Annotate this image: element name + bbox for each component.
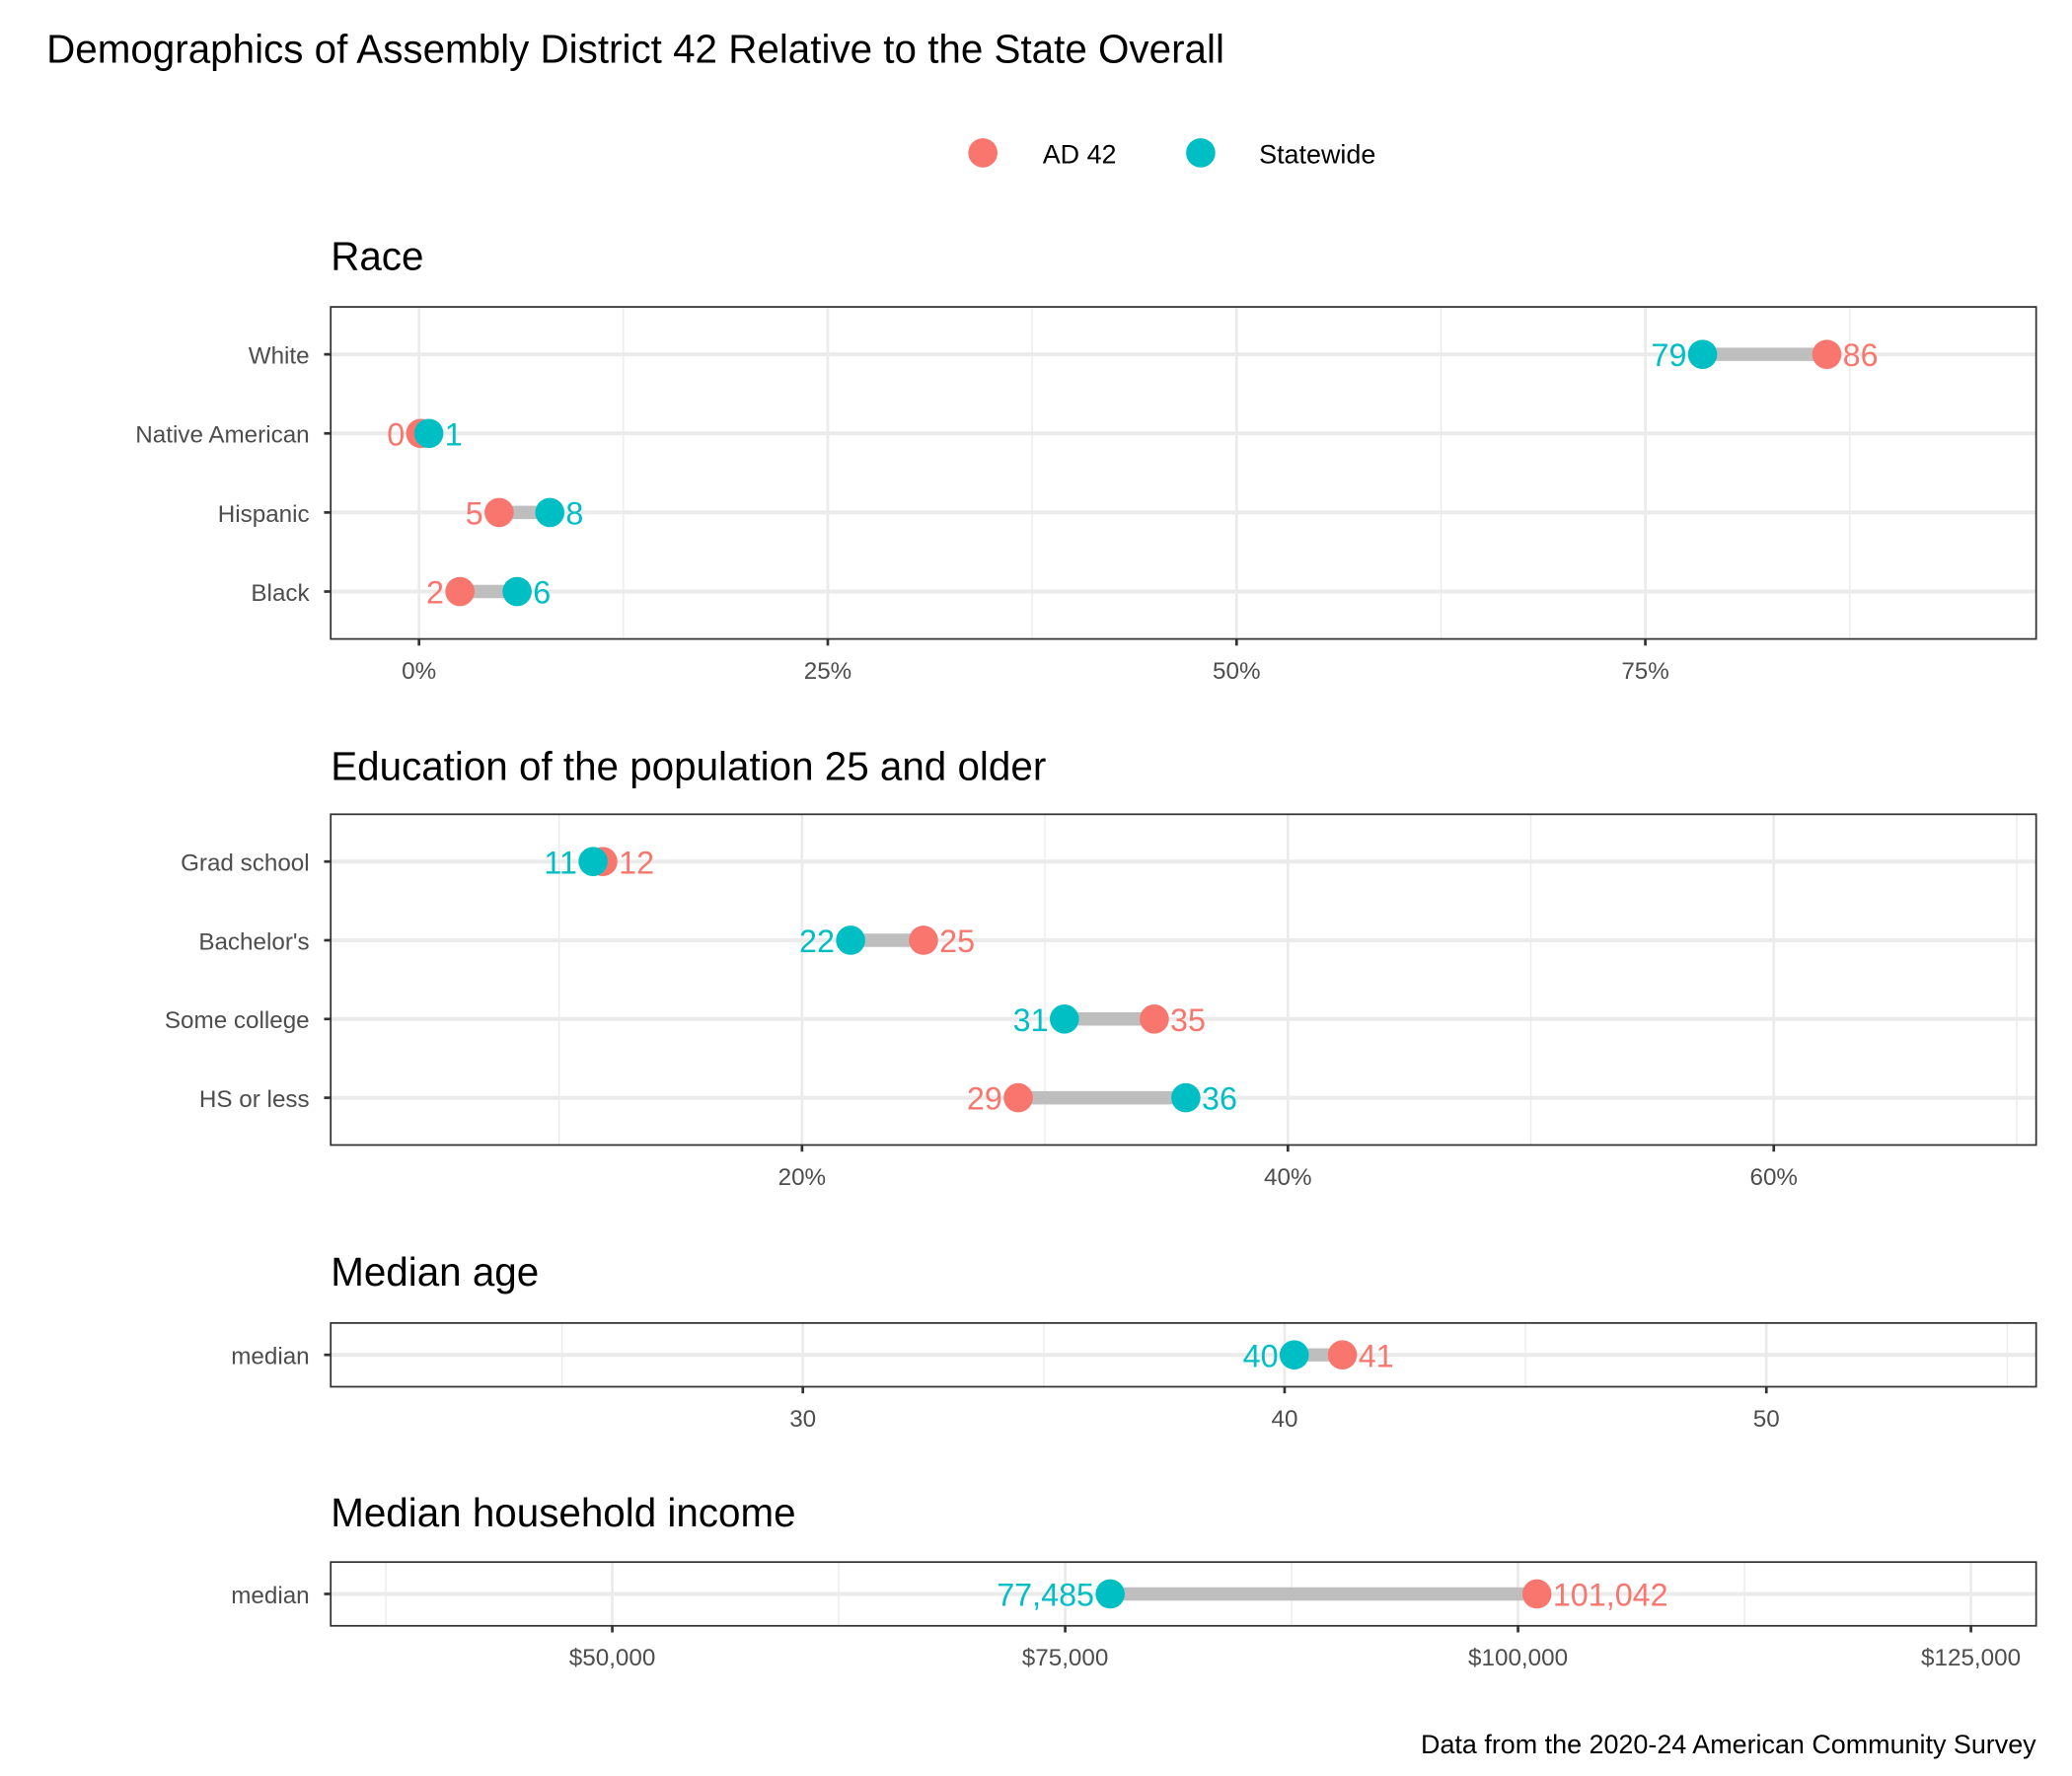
x-tick-label: 60% (1749, 1164, 1797, 1191)
statewide-point (836, 925, 865, 955)
x-tick-label: 75% (1621, 658, 1668, 685)
legend-label-statewide: Statewide (1259, 140, 1375, 170)
ad42-point (1003, 1082, 1033, 1113)
y-tick-label: White (249, 343, 310, 370)
legend-key-statewide (1186, 138, 1216, 168)
ad42-data-label: 0 (387, 416, 405, 452)
statewide-data-label: 77,485 (997, 1578, 1094, 1613)
statewide-data-label: 11 (544, 845, 577, 880)
legend: AD 42 Statewide (968, 138, 1375, 170)
statewide-point (535, 497, 565, 528)
figure-title: Demographics of Assembly District 42 Rel… (46, 26, 1224, 71)
y-tick-label: Some college (165, 1007, 310, 1034)
ad42-data-label: 25 (939, 924, 975, 959)
statewide-point (1687, 339, 1718, 369)
caption: Data from the 2020-24 American Community… (1421, 1730, 2036, 1759)
statewide-point (1171, 1082, 1201, 1113)
x-tick-label: 40 (1271, 1406, 1297, 1433)
panel-title: Median age (331, 1249, 539, 1295)
ad42-point (445, 576, 475, 607)
panel-border (330, 306, 2037, 640)
ad42-data-label: 86 (1843, 337, 1879, 373)
panel-title: Education of the population 25 and older (331, 743, 1046, 788)
statewide-data-label: 36 (1202, 1081, 1237, 1117)
legend-key-ad42 (968, 138, 998, 168)
plot-background (331, 307, 2036, 639)
x-tick-label: $50,000 (569, 1645, 656, 1671)
panel-3: Median household income 101,042 77,485 medi… (231, 1490, 2037, 1671)
x-tick-label: 0% (402, 658, 436, 685)
ad42-data-label: 12 (619, 845, 654, 880)
legend-label-ad42: AD 42 (1043, 140, 1117, 170)
ad42-point (909, 925, 938, 955)
panel-border (330, 1321, 2037, 1388)
x-tick-label: 40% (1264, 1164, 1311, 1191)
panel-1: Education of the population 25 and older… (165, 743, 2037, 1191)
panel-border (330, 1561, 2037, 1627)
x-tick-label: $75,000 (1022, 1645, 1109, 1671)
statewide-point (502, 576, 532, 607)
x-tick-label: $100,000 (1468, 1645, 1568, 1671)
statewide-point (1095, 1579, 1125, 1609)
y-tick-label: median (231, 1344, 309, 1370)
ad42-point (1140, 1003, 1169, 1034)
panel-2: Median age 41 40 median 30 40 50 (231, 1249, 2037, 1433)
x-tick-label: 25% (804, 658, 851, 685)
panel-0: Race 86 79 White 0 1 Native American 5 8 Hispanic… (135, 233, 2037, 685)
ad42-data-label: 2 (426, 575, 444, 611)
statewide-point (1279, 1340, 1309, 1369)
statewide-data-label: 79 (1651, 337, 1686, 373)
y-tick-label: median (231, 1583, 309, 1609)
statewide-data-label: 1 (445, 416, 463, 452)
y-tick-label: HS or less (199, 1086, 310, 1113)
statewide-data-label: 31 (1013, 1002, 1049, 1038)
ad42-data-label: 5 (466, 496, 483, 532)
statewide-data-label: 8 (565, 496, 583, 532)
x-tick-label: $125,000 (1921, 1645, 2021, 1671)
y-tick-label: Bachelor's (198, 928, 309, 955)
y-tick-label: Grad school (181, 851, 310, 877)
statewide-point (578, 847, 608, 876)
ad42-point (1521, 1579, 1552, 1609)
statewide-data-label: 22 (799, 924, 835, 959)
panel-title: Median household income (331, 1490, 795, 1535)
statewide-point (413, 418, 444, 449)
x-tick-label: 50% (1213, 658, 1260, 685)
ad42-data-label: 35 (1170, 1002, 1206, 1038)
y-tick-label: Hispanic (218, 501, 310, 528)
ad42-point (484, 497, 514, 528)
statewide-data-label: 6 (533, 575, 551, 611)
ad42-data-label: 101,042 (1553, 1578, 1668, 1613)
y-tick-label: Black (251, 580, 310, 607)
statewide-data-label: 40 (1243, 1338, 1279, 1373)
x-tick-label: 20% (778, 1164, 826, 1191)
x-tick-label: 30 (789, 1406, 816, 1433)
ad42-point (1327, 1340, 1358, 1369)
x-tick-label: 50 (1753, 1406, 1780, 1433)
panel-border (330, 813, 2037, 1147)
ad42-data-label: 29 (967, 1081, 1002, 1117)
panel-title: Race (331, 233, 423, 278)
ad42-data-label: 41 (1359, 1338, 1394, 1373)
ad42-point (1812, 339, 1842, 369)
y-tick-label: Native American (135, 422, 309, 449)
statewide-point (1049, 1003, 1079, 1034)
